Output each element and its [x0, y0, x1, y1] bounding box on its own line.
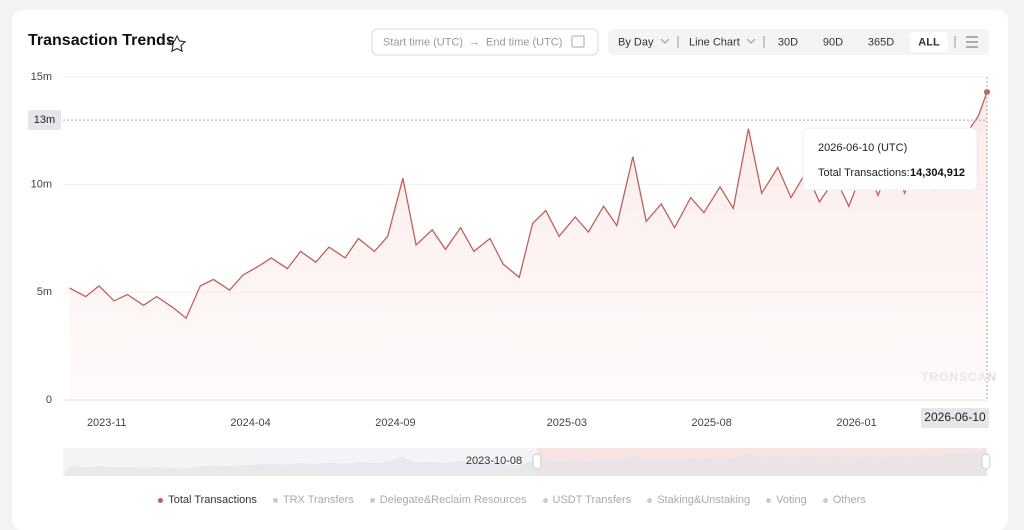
x-tick-label: 2025-08: [691, 417, 731, 429]
legend-label: TRX Transfers: [282, 494, 354, 506]
slider-handle[interactable]: [532, 453, 542, 470]
area: [69, 92, 988, 400]
tooltip: [802, 127, 978, 191]
legend-label: Total Transactions: [168, 494, 257, 506]
chevron: [746, 38, 756, 44]
legend-dot: [542, 497, 548, 503]
legend-dot: [158, 497, 164, 503]
x-tick-label: 2024-04: [230, 417, 270, 429]
range-button[interactable]: 30D: [778, 36, 798, 48]
legend-label: Delegate&Reclaim Resources: [379, 494, 527, 506]
controls: [608, 29, 989, 55]
pointer-x-label: 2026-06-10: [924, 410, 986, 424]
y-tick-label: 0: [46, 394, 52, 406]
calendar-icon: [571, 35, 585, 48]
x-tick-label: 2026-01: [836, 417, 876, 429]
slider-start-label: 2023-10-08: [466, 455, 522, 467]
page: Transaction Trends Start time (UTC) → En…: [0, 10, 1024, 530]
pointer-label-bg: [921, 408, 989, 428]
legend-dot: [766, 497, 772, 503]
slider-handle[interactable]: [981, 453, 991, 470]
x-tick-label: 2025-03: [547, 417, 587, 429]
legend-dot: [369, 497, 375, 503]
arrow: →: [468, 35, 480, 49]
chart-kind[interactable]: Line Chart: [689, 36, 740, 48]
legend: Total Transactions TRX Transfers Delegate&…: [0, 494, 1024, 506]
granularity[interactable]: By Day: [618, 36, 654, 48]
legend-item[interactable]: Delegate&Reclaim Resources: [369, 494, 527, 506]
tooltip-value: 14,304,912: [910, 167, 965, 179]
legend-item[interactable]: USDT Transfers: [542, 494, 632, 506]
legend-dot: [822, 497, 828, 503]
legend-dot: [647, 497, 653, 503]
range-button[interactable]: 90D: [823, 36, 843, 48]
menu-icon[interactable]: [966, 36, 978, 48]
tooltip-date: 2026-06-10 (UTC): [818, 142, 907, 154]
legend-label: Staking&Unstaking: [657, 494, 751, 506]
legend-label: Others: [832, 494, 866, 506]
range-active: [910, 32, 948, 52]
legend-label: USDT Transfers: [552, 494, 632, 506]
date-picker[interactable]: [371, 28, 599, 56]
point: [984, 88, 990, 95]
start-input[interactable]: Start time (UTC): [383, 36, 463, 48]
y-tick-label: 15m: [31, 71, 52, 83]
legend-item[interactable]: Voting: [766, 494, 807, 506]
x-tick-label: 2024-09: [375, 417, 415, 429]
chart: Start time (UTC) → End time (UTC) By Day…: [28, 28, 996, 476]
legend-item[interactable]: TRX Transfers: [272, 494, 354, 506]
range-button[interactable]: ALL: [918, 36, 940, 48]
legend-label: Voting: [776, 494, 807, 506]
y-tick-label: 5m: [37, 286, 52, 298]
range-button[interactable]: 365D: [868, 36, 894, 48]
title: Transaction Trends: [28, 32, 175, 49]
pointer-label-bg: [28, 110, 61, 131]
legend-item[interactable]: Others: [822, 494, 866, 506]
legend-item[interactable]: Total Transactions: [158, 494, 257, 506]
x-tick-label: 2023-11: [87, 417, 127, 429]
y-tick-label: 10m: [31, 179, 52, 191]
slider-area: [63, 449, 987, 476]
end-input[interactable]: End time (UTC): [486, 36, 562, 48]
chevron: [660, 38, 670, 44]
pointer-y-label: 13m: [34, 114, 55, 126]
star-icon[interactable]: [167, 34, 187, 53]
tooltip-label: Total Transactions:: [818, 167, 910, 179]
legend-item[interactable]: Staking&Unstaking: [647, 494, 750, 506]
legend-dot: [272, 497, 278, 503]
